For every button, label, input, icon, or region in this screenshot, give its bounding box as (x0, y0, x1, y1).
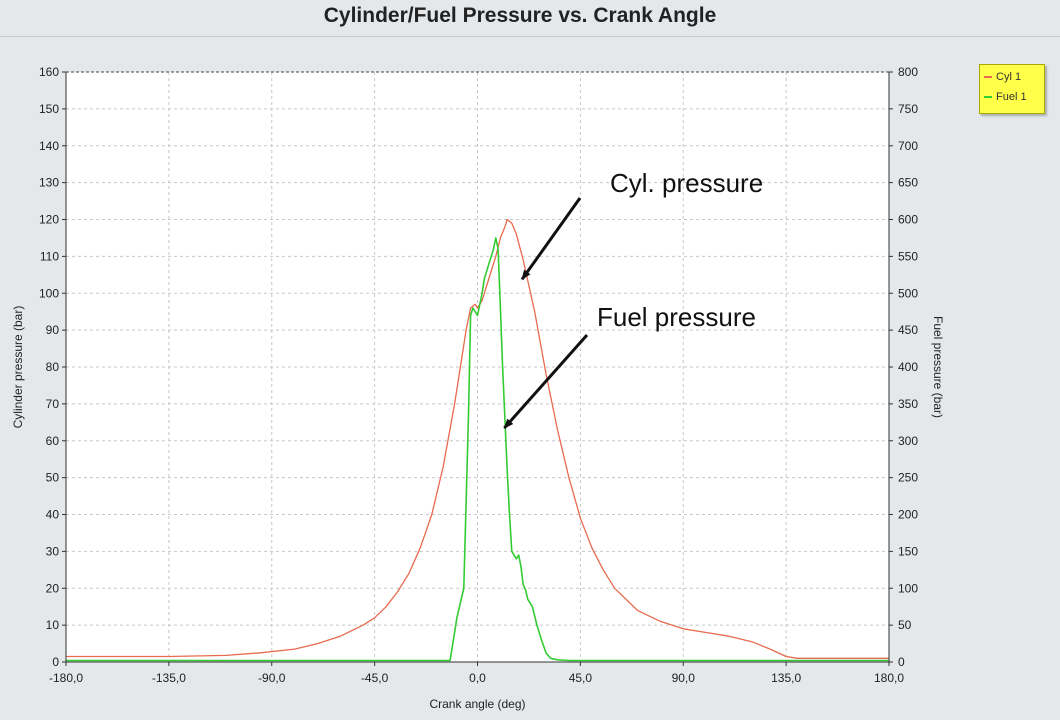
y-tick-label: 140 (39, 139, 59, 153)
x-tick-label: -135,0 (152, 671, 186, 685)
annotation-arrow-fuel (503, 334, 589, 429)
legend-swatch-fuel (984, 95, 992, 98)
y-tick-label: 50 (46, 471, 60, 485)
y-tick-label: 60 (46, 434, 60, 448)
x-tick-label: -90,0 (258, 671, 286, 685)
tick-labels: -180,0 -135,0 -90,0 -45,0 0,0 45,0 90,0 135,0 18… (39, 65, 918, 685)
y2-tick-label: 50 (898, 618, 912, 632)
y-tick-label: 130 (39, 176, 59, 190)
grid (66, 72, 889, 662)
y2-tick-label: 500 (898, 286, 918, 300)
y2-tick-label: 100 (898, 581, 918, 595)
x-tick-label: 90,0 (672, 671, 696, 685)
y-tick-label: 160 (39, 65, 59, 79)
chart-title: Cylinder/Fuel Pressure vs. Crank Angle (323, 4, 717, 27)
y2-tick-label: 450 (898, 323, 918, 337)
y2-tick-label: 400 (898, 360, 918, 374)
series-line-cyl (66, 218, 889, 659)
y-tick-label: 100 (39, 286, 59, 300)
y-tick-label: 0 (52, 655, 59, 669)
annotation-arrows (503, 197, 589, 429)
x-tick-label: 0,0 (469, 671, 486, 685)
y2-axis-label: Fuel pressure (bar) (931, 316, 945, 418)
y-tick-label: 90 (46, 323, 60, 337)
y-tick-label: 40 (46, 508, 60, 522)
annotation-cyl-pressure: Cyl. pressure (610, 168, 764, 198)
x-tick-label: 180,0 (874, 671, 904, 685)
x-tick-label: 135,0 (771, 671, 801, 685)
y2-tick-label: 600 (898, 213, 918, 227)
y-tick-label: 120 (39, 213, 59, 227)
legend-label-cyl: Cyl 1 (996, 70, 1022, 83)
y-tick-label: 150 (39, 102, 59, 116)
legend: Cyl 1 Fuel 1 (979, 64, 1045, 114)
annotation-arrow-cyl (520, 197, 582, 281)
series-line-fuel (66, 237, 889, 662)
y2-tick-label: 300 (898, 434, 918, 448)
y2-tick-label: 650 (898, 176, 918, 190)
y-tick-label: 10 (46, 618, 60, 632)
legend-item-cyl: Cyl 1 (980, 68, 1044, 85)
y-tick-label: 80 (46, 360, 60, 374)
y2-tick-label: 200 (898, 508, 918, 522)
legend-swatch-cyl (984, 75, 992, 78)
y-tick-label: 30 (46, 544, 60, 558)
x-tick-label: 45,0 (569, 671, 593, 685)
y2-tick-label: 700 (898, 139, 918, 153)
plot-frame (62, 71, 893, 666)
legend-item-fuel: Fuel 1 (980, 88, 1044, 105)
x-tick-label: -180,0 (49, 671, 83, 685)
series-layer (66, 218, 889, 662)
y2-tick-label: 750 (898, 102, 918, 116)
y-axis-label: Cylinder pressure (bar) (11, 306, 25, 429)
x-tick-label: -45,0 (361, 671, 389, 685)
y-tick-label: 110 (40, 249, 59, 263)
x-axis-label: Crank angle (deg) (429, 697, 525, 711)
y2-tick-label: 250 (898, 471, 918, 485)
annotation-fuel-pressure: Fuel pressure (597, 302, 756, 332)
title-divider (0, 36, 1060, 37)
y2-tick-label: 150 (898, 544, 918, 558)
y2-tick-label: 550 (898, 249, 918, 263)
y2-tick-label: 800 (898, 65, 918, 79)
legend-label-fuel: Fuel 1 (996, 90, 1027, 103)
y-tick-label: 70 (46, 397, 60, 411)
y-tick-label: 20 (46, 581, 60, 595)
y2-tick-label: 350 (898, 397, 918, 411)
y2-tick-label: 0 (898, 655, 905, 669)
